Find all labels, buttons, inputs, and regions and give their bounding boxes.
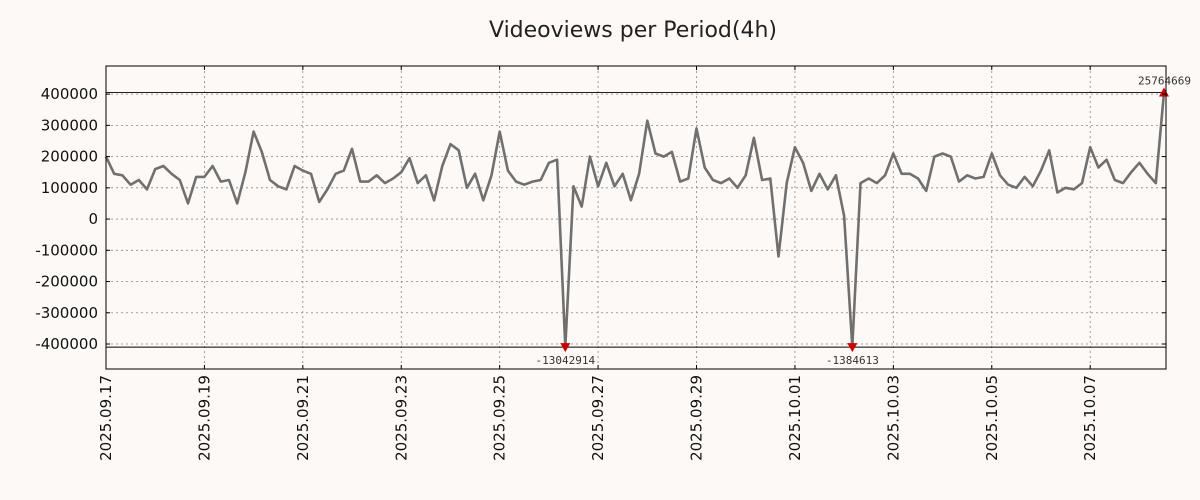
plot-frame [105,65,1167,370]
outlier-marker [847,343,858,353]
y-tick-label: 400000 [41,85,98,103]
x-tick-label: 2025.09.23 [392,375,410,461]
x-tick-label: 2025.09.19 [195,375,213,461]
y-tick-label: -100000 [35,241,98,259]
y-tick-label: 200000 [41,148,98,166]
y-tick-label: -200000 [35,273,98,291]
marker-layer: -13042914 -1384613 25764669 [535,75,1191,368]
x-tick-label: 2025.10.05 [983,375,1001,461]
series-layer [104,92,1166,349]
y-tick-label: 0 [88,210,98,228]
y-tick-label: 100000 [41,179,98,197]
x-tick-label: 2025.09.21 [294,375,312,461]
chart-title: Videoviews per Period(4h) [489,18,777,43]
y-tick-label: -300000 [35,304,98,322]
outlier-label: -13042914 [535,354,595,367]
x-axis-ticks: 2025.09.17 2025.09.19 2025.09.21 2025.09.23… [97,66,1099,461]
y-tick-label: -400000 [35,335,98,353]
outlier-marker [560,343,571,353]
x-tick-label: 2025.09.29 [688,375,706,461]
x-tick-label: 2025.10.07 [1081,375,1099,461]
x-tick-label: 2025.09.27 [589,375,607,461]
x-tick-label: 2025.10.01 [786,375,804,461]
x-tick-label: 2025.10.03 [884,375,902,461]
x-tick-label: 2025.09.17 [97,375,115,461]
clip-lines [106,92,1166,348]
y-axis-ticks: 400000 300000 200000 100000 0 -100000 -200000 -… [35,85,1166,353]
outlier-label: -1384613 [826,354,879,367]
grid-layer [105,66,1166,369]
outlier-label: 25764669 [1138,75,1191,88]
x-tick-label: 2025.09.25 [491,375,509,461]
series-line-videoviews [104,92,1166,349]
outlier-marker [1159,87,1169,97]
y-tick-label: 300000 [41,116,98,134]
